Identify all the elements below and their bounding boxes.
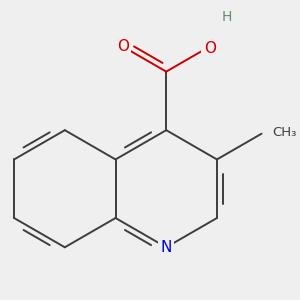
Text: H: H — [221, 10, 232, 24]
Text: O: O — [204, 41, 216, 56]
Text: O: O — [117, 39, 129, 54]
Text: N: N — [160, 240, 172, 255]
Text: CH₃: CH₃ — [272, 126, 296, 139]
